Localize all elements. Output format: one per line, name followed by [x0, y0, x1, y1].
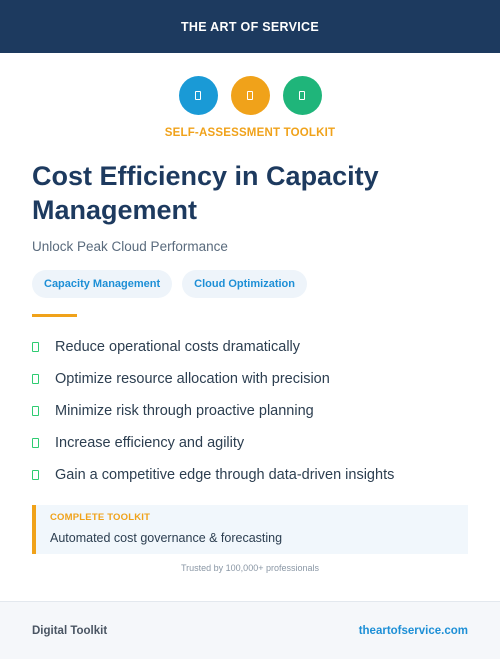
trust-note: Trusted by 100,000+ professionals	[180, 563, 319, 573]
green-square-icon	[282, 76, 322, 115]
kicker-label: SELF-ASSESSMENT TOOLKIT	[164, 127, 336, 139]
subtitle: Unlock Peak Cloud Performance	[32, 239, 228, 254]
check-icon	[32, 438, 39, 448]
benefit-text: Minimize risk through proactive planning	[55, 403, 314, 419]
brand-name: THE ART OF SERVICE	[180, 19, 320, 34]
toolkit-callout: COMPLETE TOOLKIT Automated cost governan…	[32, 505, 468, 554]
check-icon	[32, 374, 39, 384]
footer-label: Digital Toolkit	[32, 624, 108, 637]
tag-capacity-management[interactable]: Capacity Management	[32, 270, 173, 298]
tag-list: Capacity Management Cloud Optimization	[32, 270, 468, 298]
icon-row	[0, 76, 500, 115]
check-icon	[32, 406, 39, 416]
accent-divider	[32, 314, 77, 317]
list-item: Minimize risk through proactive planning	[32, 395, 468, 427]
check-icon	[32, 470, 39, 480]
callout-text: Automated cost governance & forecasting	[50, 531, 283, 545]
callout-label: COMPLETE TOOLKIT	[50, 512, 151, 523]
website-link[interactable]: theartofservice.com	[358, 624, 468, 637]
benefit-list: Reduce operational costs dramatically Op…	[32, 331, 468, 491]
blue-square-icon	[178, 76, 218, 115]
page-title: Cost Efficiency in Capacity Management	[32, 161, 379, 225]
benefit-text: Optimize resource allocation with precis…	[55, 371, 330, 387]
check-icon	[32, 342, 39, 352]
top-banner: THE ART OF SERVICE	[0, 0, 500, 53]
benefit-text: Increase efficiency and agility	[55, 435, 245, 451]
benefit-text: Reduce operational costs dramatically	[55, 339, 301, 355]
benefit-text: Gain a competitive edge through data-dri…	[55, 467, 395, 483]
orange-square-icon	[230, 76, 270, 115]
footer: Digital Toolkit theartofservice.com	[0, 601, 500, 659]
list-item: Optimize resource allocation with precis…	[32, 363, 468, 395]
list-item: Gain a competitive edge through data-dri…	[32, 459, 468, 491]
list-item: Increase efficiency and agility	[32, 427, 468, 459]
tag-cloud-optimization[interactable]: Cloud Optimization	[182, 270, 307, 298]
list-item: Reduce operational costs dramatically	[32, 331, 468, 363]
